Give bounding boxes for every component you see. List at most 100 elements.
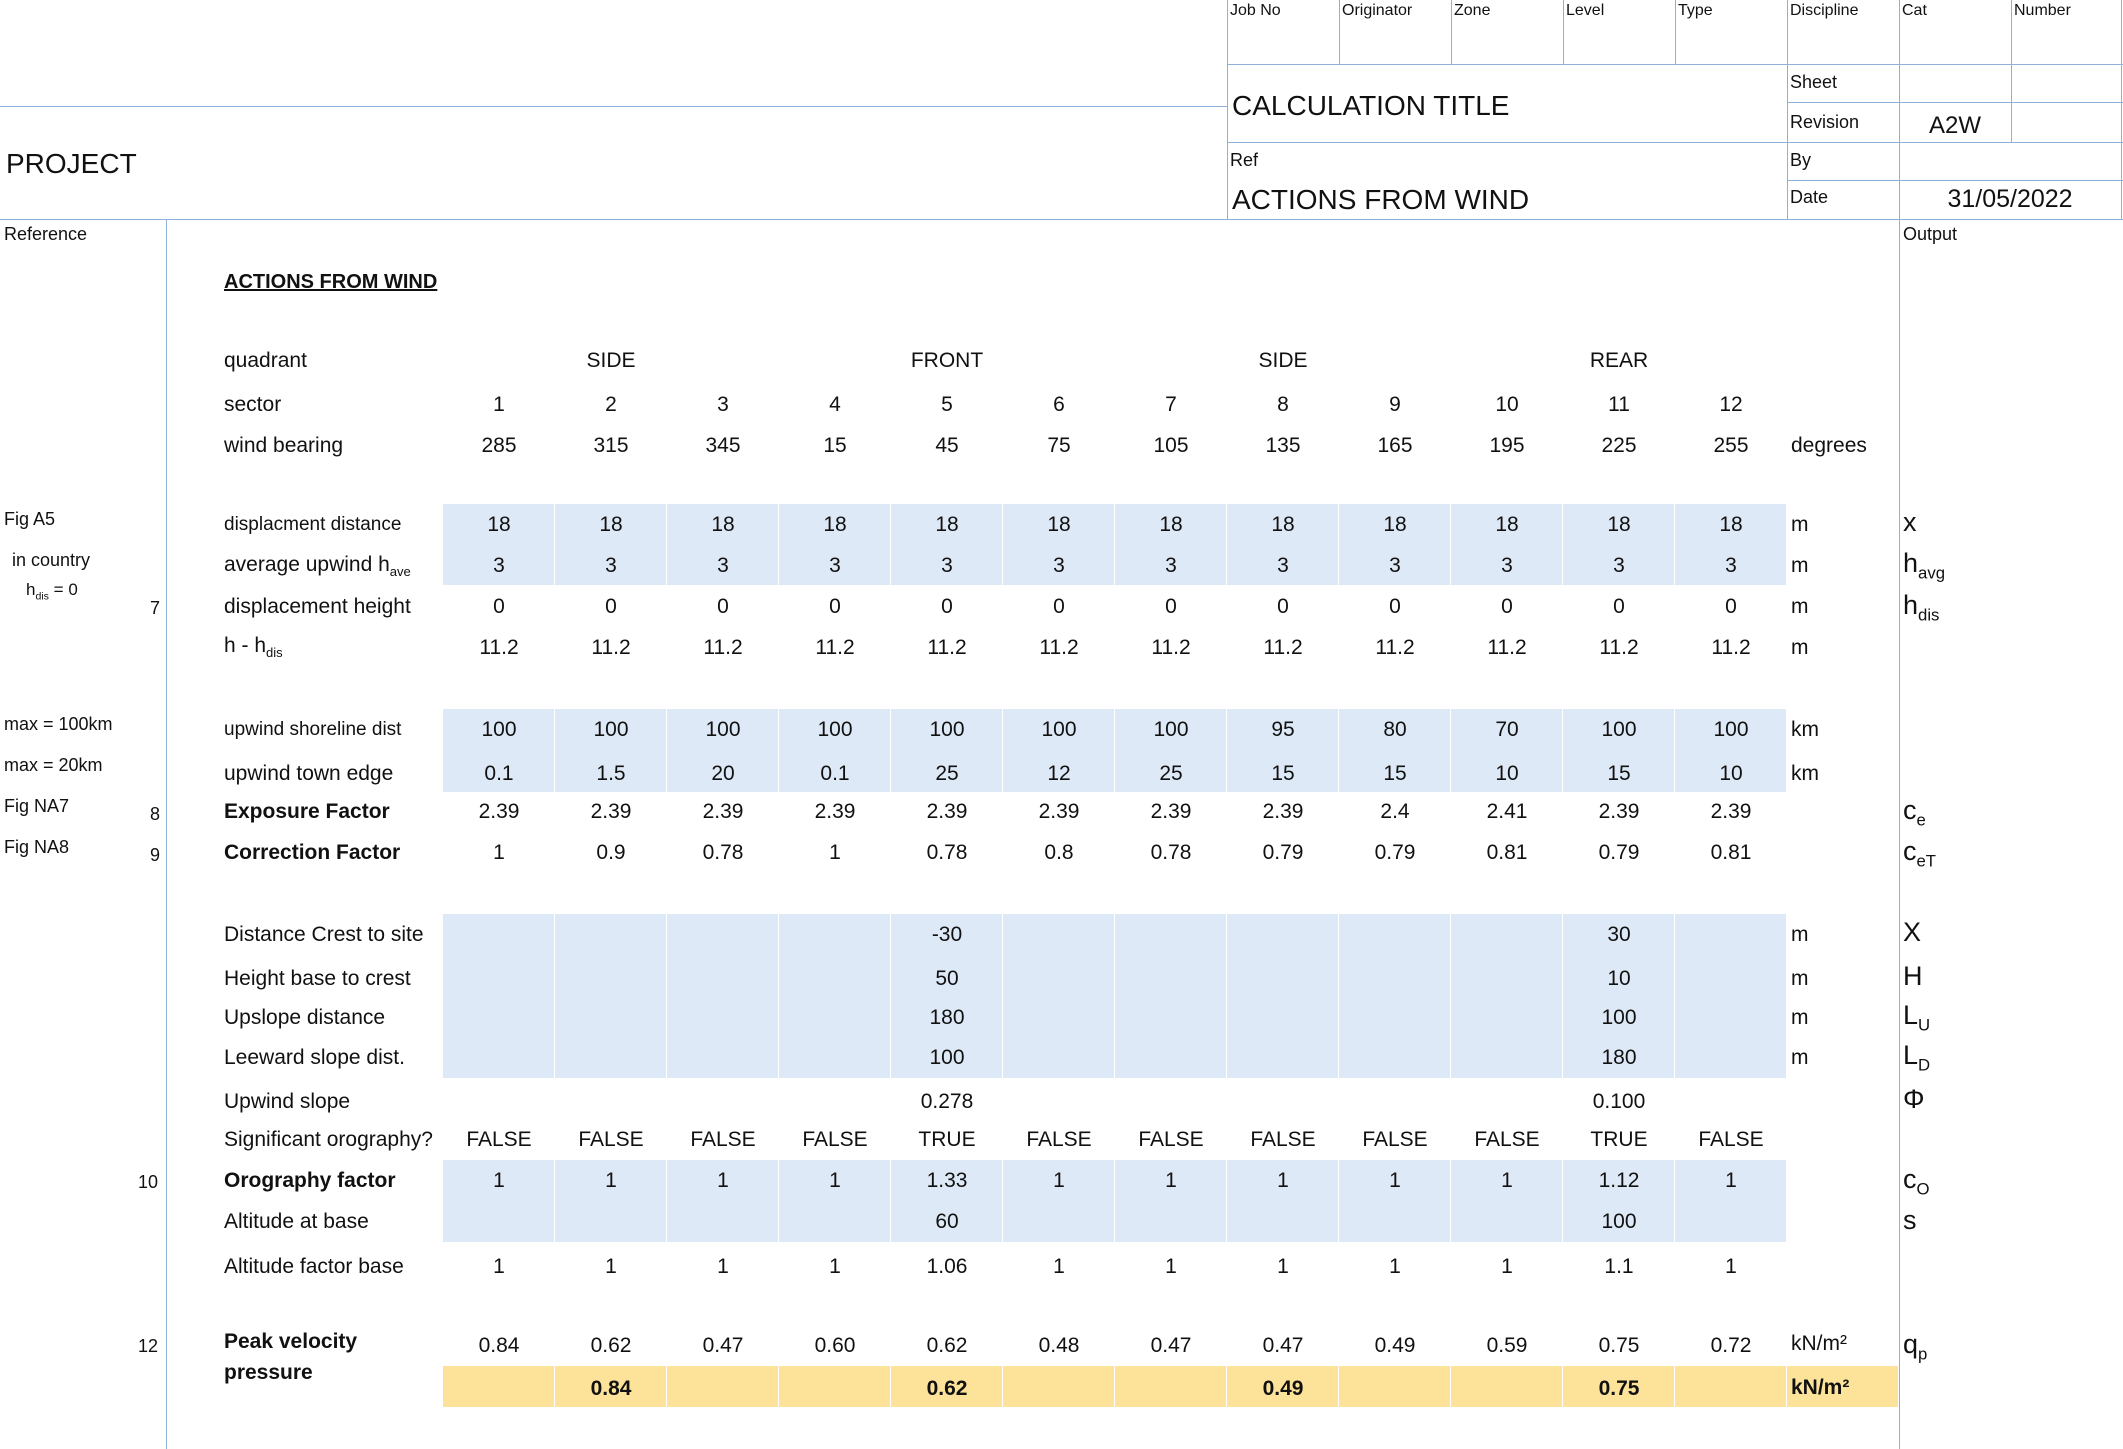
leeward-label: Leeward slope dist. [224,1046,405,1069]
quadrant-label: quadrant [224,349,307,372]
output-Ld: LD [1903,1040,1931,1075]
sector-cell: 25 [935,762,959,785]
sector-cell: 8 [1277,393,1289,416]
sector-cell: 100 [1601,1210,1637,1233]
height-base-label: Height base to crest [224,967,411,990]
output-hdis: hdis [1903,590,1940,625]
sector-cell: 100 [1601,718,1637,741]
header-bottom-rule [0,219,2123,220]
output-column-rule [1899,219,1900,1449]
sector-cell: 1 [493,1255,505,1278]
sector-cell: 1 [1501,1255,1513,1278]
sector-cell: 30 [1607,923,1631,946]
sector-cell: 11.2 [591,636,631,659]
sector-cell: 2.39 [1710,800,1752,823]
sector-cell: 0 [717,595,729,618]
header-number: Number [2014,2,2071,19]
column-separator [778,340,779,1410]
quadrant-side-2: SIDE [1258,349,1308,372]
sector-cell: 0.81 [1486,841,1528,864]
sector-cell: 1.12 [1598,1169,1640,1192]
column-separator [1674,340,1675,1410]
sector-cell: 50 [935,967,959,990]
displacement-height-label: displacement height [224,595,411,618]
sector-cell: 18 [1495,513,1519,536]
sector-cell: 1 [717,1169,729,1192]
quadrant-side-1: SIDE [586,349,636,372]
sector-cell: 0.47 [1150,1334,1192,1357]
sector-cell: 12 [1047,762,1071,785]
column-separator [890,340,891,1410]
average-upwind-label: average upwind have [224,553,411,580]
sector-cell: 11.2 [1599,636,1639,659]
titleblock-rule [1787,102,2123,103]
sector-cell: 60 [935,1210,959,1233]
sector-cell: 0.1 [484,762,514,785]
header-level: Level [1566,2,1605,19]
upwind-town-unit: km [1791,762,1819,785]
sector-cell: 1.06 [926,1255,968,1278]
sector-cell: 12 [1719,393,1743,416]
sector-cell: 3 [717,393,729,416]
sector-cell: 3 [1501,554,1513,577]
ref-label: Ref [1230,150,1259,170]
sector-cell: 0 [1613,595,1625,618]
column-separator [1226,340,1227,1410]
sector-cell: 0.59 [1486,1334,1528,1357]
sector-cell: 3 [1389,554,1401,577]
header-originator: Originator [1342,2,1413,19]
displacement-height-unit: m [1791,595,1809,618]
sector-cell: 0 [1725,595,1737,618]
sector-cell: 3 [941,554,953,577]
ref-12: 12 [138,1336,159,1356]
average-upwind-unit: m [1791,554,1809,577]
output-co: cO [1903,1164,1930,1199]
sector-cell: FALSE [690,1128,756,1151]
displacement-distance-unit: m [1791,513,1809,536]
column-separator [1002,340,1003,1410]
sector-cell: 1 [1053,1169,1065,1192]
sector-cell: 4 [829,393,841,416]
sector-cell: 1 [493,841,505,864]
ref-value: ACTIONS FROM WIND [1232,184,1530,215]
sector-cell: 80 [1383,718,1407,741]
output-X: X [1903,917,1922,947]
sector-cell: -30 [931,923,963,946]
project-label: PROJECT [6,148,137,179]
sector-cell: 100 [593,718,629,741]
sector-cell: 3 [493,554,505,577]
sector-cell: 0 [941,595,953,618]
sector-cell: 3 [605,554,617,577]
sector-cell: 100 [929,718,965,741]
sector-cell: 0.1 [820,762,850,785]
sector-cell: 1.33 [926,1169,968,1192]
sector-cell: 15 [1607,762,1631,785]
sector-cell: 100 [481,718,517,741]
sector-cell: 100 [705,718,741,741]
sector-cell: 100 [1713,718,1749,741]
by-label: By [1790,150,1812,170]
sector-cell: 100 [817,718,853,741]
sector-cell: TRUE [918,1128,976,1151]
sector-cell: 0.62 [590,1334,632,1357]
header-job-no: Job No [1230,2,1281,19]
sector-cell: FALSE [1026,1128,1092,1151]
sector-cell: 2.39 [1262,800,1304,823]
upslope-label: Upslope distance [224,1006,386,1029]
peak-velocity-label-2: pressure [224,1361,313,1384]
sector-cell: TRUE [1590,1128,1648,1151]
ref-fig-na7: Fig NA7 [4,796,70,816]
revision-label: Revision [1790,112,1860,132]
peak-summary-side-2: 0.49 [1262,1377,1304,1400]
peak-summary-unit: kN/m² [1791,1376,1850,1399]
sector-cell: 0.84 [478,1334,520,1357]
titleblock-rule [1451,0,1452,64]
sector-cell: 100 [1041,718,1077,741]
titleblock-rule [1787,180,2123,181]
sector-cell: 0.72 [1710,1334,1752,1357]
sector-cell: 0.100 [1592,1090,1646,1113]
sector-cell: 0.79 [1262,841,1304,864]
ref-fig-na8: Fig NA8 [4,837,70,857]
sector-cell: FALSE [1362,1128,1428,1151]
sector-cell: 5 [941,393,953,416]
